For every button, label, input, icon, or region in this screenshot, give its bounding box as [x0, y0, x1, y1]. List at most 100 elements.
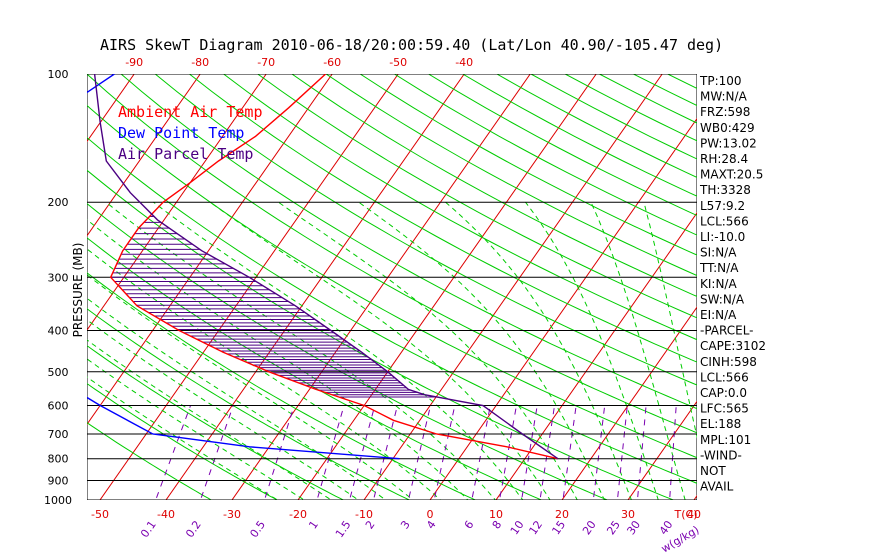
mixing-ratio-tick-label: 1 — [306, 518, 321, 531]
moist-adiabat-line — [278, 201, 578, 500]
isotherm-line — [495, 211, 697, 500]
index-item: CAP:0.0 — [700, 386, 747, 400]
dry-adiabat-line — [188, 74, 697, 363]
dry-adiabat-line — [256, 74, 697, 319]
top-temp-tick-label: -90 — [125, 56, 143, 69]
mixing-ratio-tick-label: 6 — [462, 518, 477, 531]
mixing-ratio-tick-label: 0.5 — [247, 518, 268, 540]
dry-adiabat-line — [87, 272, 477, 500]
index-item: LI:-10.0 — [700, 230, 745, 244]
top-temp-tick-label: -40 — [455, 56, 473, 69]
index-item: CAPE:3102 — [700, 339, 766, 353]
chart-title: AIRS SkewT Diagram 2010-06-18/20:00:59.4… — [100, 36, 723, 54]
isotherm-line — [561, 306, 697, 500]
mixing-ratio-line — [199, 405, 234, 500]
moist-adiabat-line — [87, 274, 414, 500]
bottom-temp-tick-label: -50 — [91, 508, 109, 521]
pressure-tick-label: 400 — [48, 324, 69, 337]
mixing-ratio-tick-label: 10 — [508, 518, 527, 537]
dry-adiabat-line — [325, 74, 697, 277]
dry-adiabat-line — [762, 55, 870, 510]
bottom-temp-tick-label: 0 — [427, 508, 434, 521]
sounding-series — [87, 74, 559, 460]
isotherm-line — [429, 117, 697, 500]
index-item: PW:13.02 — [700, 136, 757, 150]
mixing-ratio-tick-label: 0.1 — [138, 518, 159, 540]
mixing-ratio-line — [499, 405, 517, 500]
mixing-ratio-line — [539, 405, 556, 500]
dry-adiabat-line — [87, 136, 697, 484]
bottom-temp-tick-label: 20 — [555, 508, 569, 521]
legend-entry-2: Dew Point Temp — [118, 124, 244, 142]
isotherm-line — [0, 55, 82, 510]
dry-adiabat-line — [87, 237, 543, 500]
index-item: AVAIL — [700, 480, 734, 494]
mixing-ratio-line — [407, 405, 432, 500]
dry-adiabat-line — [87, 74, 697, 434]
index-item: NOT — [700, 464, 726, 478]
bottom-temp-tick-label: -30 — [223, 508, 241, 521]
bottom-temp-tick-label: 10 — [489, 508, 503, 521]
dry-adiabat-line — [222, 74, 697, 341]
pressure-tick-label: 800 — [48, 453, 69, 466]
moist-adiabat-line — [87, 358, 306, 500]
mixing-ratio-line — [636, 405, 647, 500]
dry-adiabat-line — [529, 74, 697, 160]
index-item: MAXT:20.5 — [700, 168, 763, 182]
bottom-temp-tick-label: 30 — [621, 508, 635, 521]
pressure-tick-label: 200 — [48, 196, 69, 209]
cape-hatch — [110, 215, 437, 398]
index-item: TH:3328 — [699, 183, 751, 197]
index-item: L57:9.2 — [700, 199, 745, 213]
series-line-3 — [93, 74, 559, 460]
legend: Ambient Air Temp Dew Point Temp Air Parcel… — [118, 103, 263, 163]
moist-adiabat-line — [87, 219, 469, 500]
pressure-tick-label: 300 — [48, 271, 69, 284]
mixing-ratio-line — [264, 405, 295, 500]
pressure-tick-label: 700 — [48, 428, 69, 441]
pressure-tick-label: 100 — [48, 68, 69, 81]
mixing-ratio-line — [616, 405, 628, 500]
mixing-ratio-line — [316, 405, 345, 500]
mixing-ratio-line — [521, 405, 538, 500]
legend-entry-3: Air Parcel Temp — [118, 145, 253, 163]
mixing-ratio-tick-label: 40 — [657, 518, 676, 537]
mixing-ratio-tick-label: 15 — [549, 518, 568, 537]
dry-adiabat-line — [427, 74, 697, 217]
mixing-ratio-tick-label: 20 — [580, 518, 599, 537]
moist-adiabat-line — [87, 297, 387, 500]
moist-adiabat-line — [105, 201, 496, 500]
index-item: WB0:429 — [700, 121, 755, 135]
mixing-ratio-line — [433, 405, 456, 500]
isotherm-line — [165, 74, 465, 500]
bottom-temp-tick-label: -10 — [355, 508, 373, 521]
index-item: LCL:566 — [700, 214, 749, 228]
mixing-ratio-line — [592, 405, 606, 500]
top-temp-tick-label: -70 — [257, 56, 275, 69]
bottom-temp-tick-label: -40 — [157, 508, 175, 521]
moist-adiabat-line — [358, 201, 605, 500]
isotherm-line — [363, 74, 663, 500]
series-line-2 — [87, 74, 400, 460]
index-item: -PARCEL- — [700, 324, 754, 338]
dry-adiabat-line — [87, 203, 609, 500]
dry-adiabat-line — [291, 74, 697, 298]
index-item: SW:N/A — [700, 292, 745, 306]
dry-adiabat-line — [87, 345, 345, 500]
index-item: -WIND- — [700, 448, 742, 462]
dry-adiabat-line — [795, 55, 870, 510]
mixing-ratio-tick-label: 0.2 — [183, 518, 204, 540]
dry-adiabat-line — [87, 308, 411, 500]
dry-adiabat-line — [120, 74, 697, 410]
isotherm-line — [231, 74, 531, 500]
top-temp-tick-label: -50 — [389, 56, 407, 69]
pressure-tick-label: 500 — [48, 366, 69, 379]
mixing-ratio-tick-label: 3 — [398, 518, 413, 531]
isotherm-line — [297, 74, 597, 500]
top-temp-tick-label: -60 — [323, 56, 341, 69]
mixing-ratio-tick-label: 25 — [604, 518, 623, 537]
top-temp-tick-label: -80 — [191, 56, 209, 69]
dry-adiabat-line — [87, 382, 279, 500]
index-item: RH:28.4 — [700, 152, 748, 166]
